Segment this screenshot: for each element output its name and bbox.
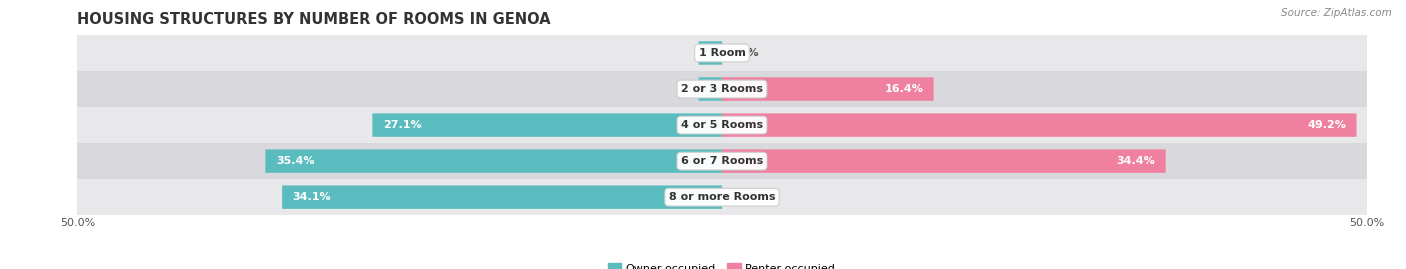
Text: HOUSING STRUCTURES BY NUMBER OF ROOMS IN GENOA: HOUSING STRUCTURES BY NUMBER OF ROOMS IN… — [77, 12, 551, 27]
Text: 6 or 7 Rooms: 6 or 7 Rooms — [681, 156, 763, 166]
Text: 1 Room: 1 Room — [699, 48, 745, 58]
Bar — [77, 143, 1367, 179]
Text: 35.4%: 35.4% — [276, 156, 315, 166]
Text: 0.0%: 0.0% — [728, 48, 759, 58]
Text: 8 or more Rooms: 8 or more Rooms — [669, 192, 775, 202]
Text: 1.8%: 1.8% — [709, 48, 740, 58]
FancyBboxPatch shape — [721, 77, 934, 101]
Bar — [77, 71, 1367, 107]
FancyBboxPatch shape — [266, 149, 723, 173]
FancyBboxPatch shape — [373, 113, 723, 137]
Bar — [77, 107, 1367, 143]
Bar — [77, 179, 1367, 215]
Text: 4 or 5 Rooms: 4 or 5 Rooms — [681, 120, 763, 130]
Text: 16.4%: 16.4% — [884, 84, 924, 94]
Legend: Owner-occupied, Renter-occupied: Owner-occupied, Renter-occupied — [603, 259, 841, 269]
Text: 27.1%: 27.1% — [382, 120, 422, 130]
FancyBboxPatch shape — [699, 41, 723, 65]
Text: 1.8%: 1.8% — [709, 84, 740, 94]
Text: 34.1%: 34.1% — [292, 192, 332, 202]
FancyBboxPatch shape — [283, 185, 723, 209]
Text: 49.2%: 49.2% — [1308, 120, 1346, 130]
FancyBboxPatch shape — [721, 149, 1166, 173]
Bar — [77, 35, 1367, 71]
FancyBboxPatch shape — [699, 77, 723, 101]
FancyBboxPatch shape — [721, 113, 1357, 137]
Text: 0.0%: 0.0% — [728, 192, 759, 202]
Text: 2 or 3 Rooms: 2 or 3 Rooms — [681, 84, 763, 94]
Text: 34.4%: 34.4% — [1116, 156, 1156, 166]
Text: Source: ZipAtlas.com: Source: ZipAtlas.com — [1281, 8, 1392, 18]
